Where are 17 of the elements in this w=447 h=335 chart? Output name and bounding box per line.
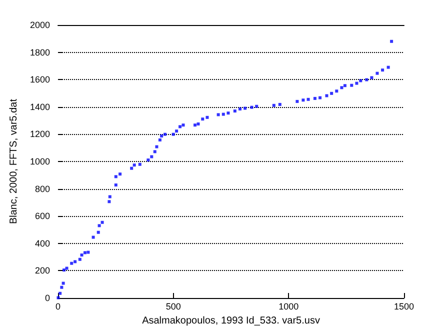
- x-tick-label: 500: [166, 302, 181, 312]
- x-tick-label: 1500: [394, 302, 414, 312]
- y-tick-label: 1000: [30, 156, 50, 166]
- y-tick-label: 1200: [30, 129, 50, 140]
- x-tick-label: 1000: [278, 302, 299, 312]
- y-tick-label: 600: [34, 211, 50, 222]
- y-axis-title: Blanc, 2000, FFTS, var5.dat: [8, 98, 20, 224]
- x-axis-title: Asalmakopoulos, 1993 Id_533. var5.usv: [142, 315, 320, 326]
- y-tick-label: 1600: [30, 74, 50, 85]
- y-tick-label: 1400: [30, 102, 50, 112]
- y-tick-label: 0: [44, 293, 50, 303]
- y-tick-label: 800: [34, 184, 50, 194]
- y-tick-label: 1800: [30, 47, 50, 58]
- y-tick-label: 400: [34, 238, 50, 248]
- y-tick-label: 200: [34, 266, 50, 276]
- y-tick-label: 2000: [30, 20, 50, 30]
- x-tick-label: 0: [55, 302, 61, 312]
